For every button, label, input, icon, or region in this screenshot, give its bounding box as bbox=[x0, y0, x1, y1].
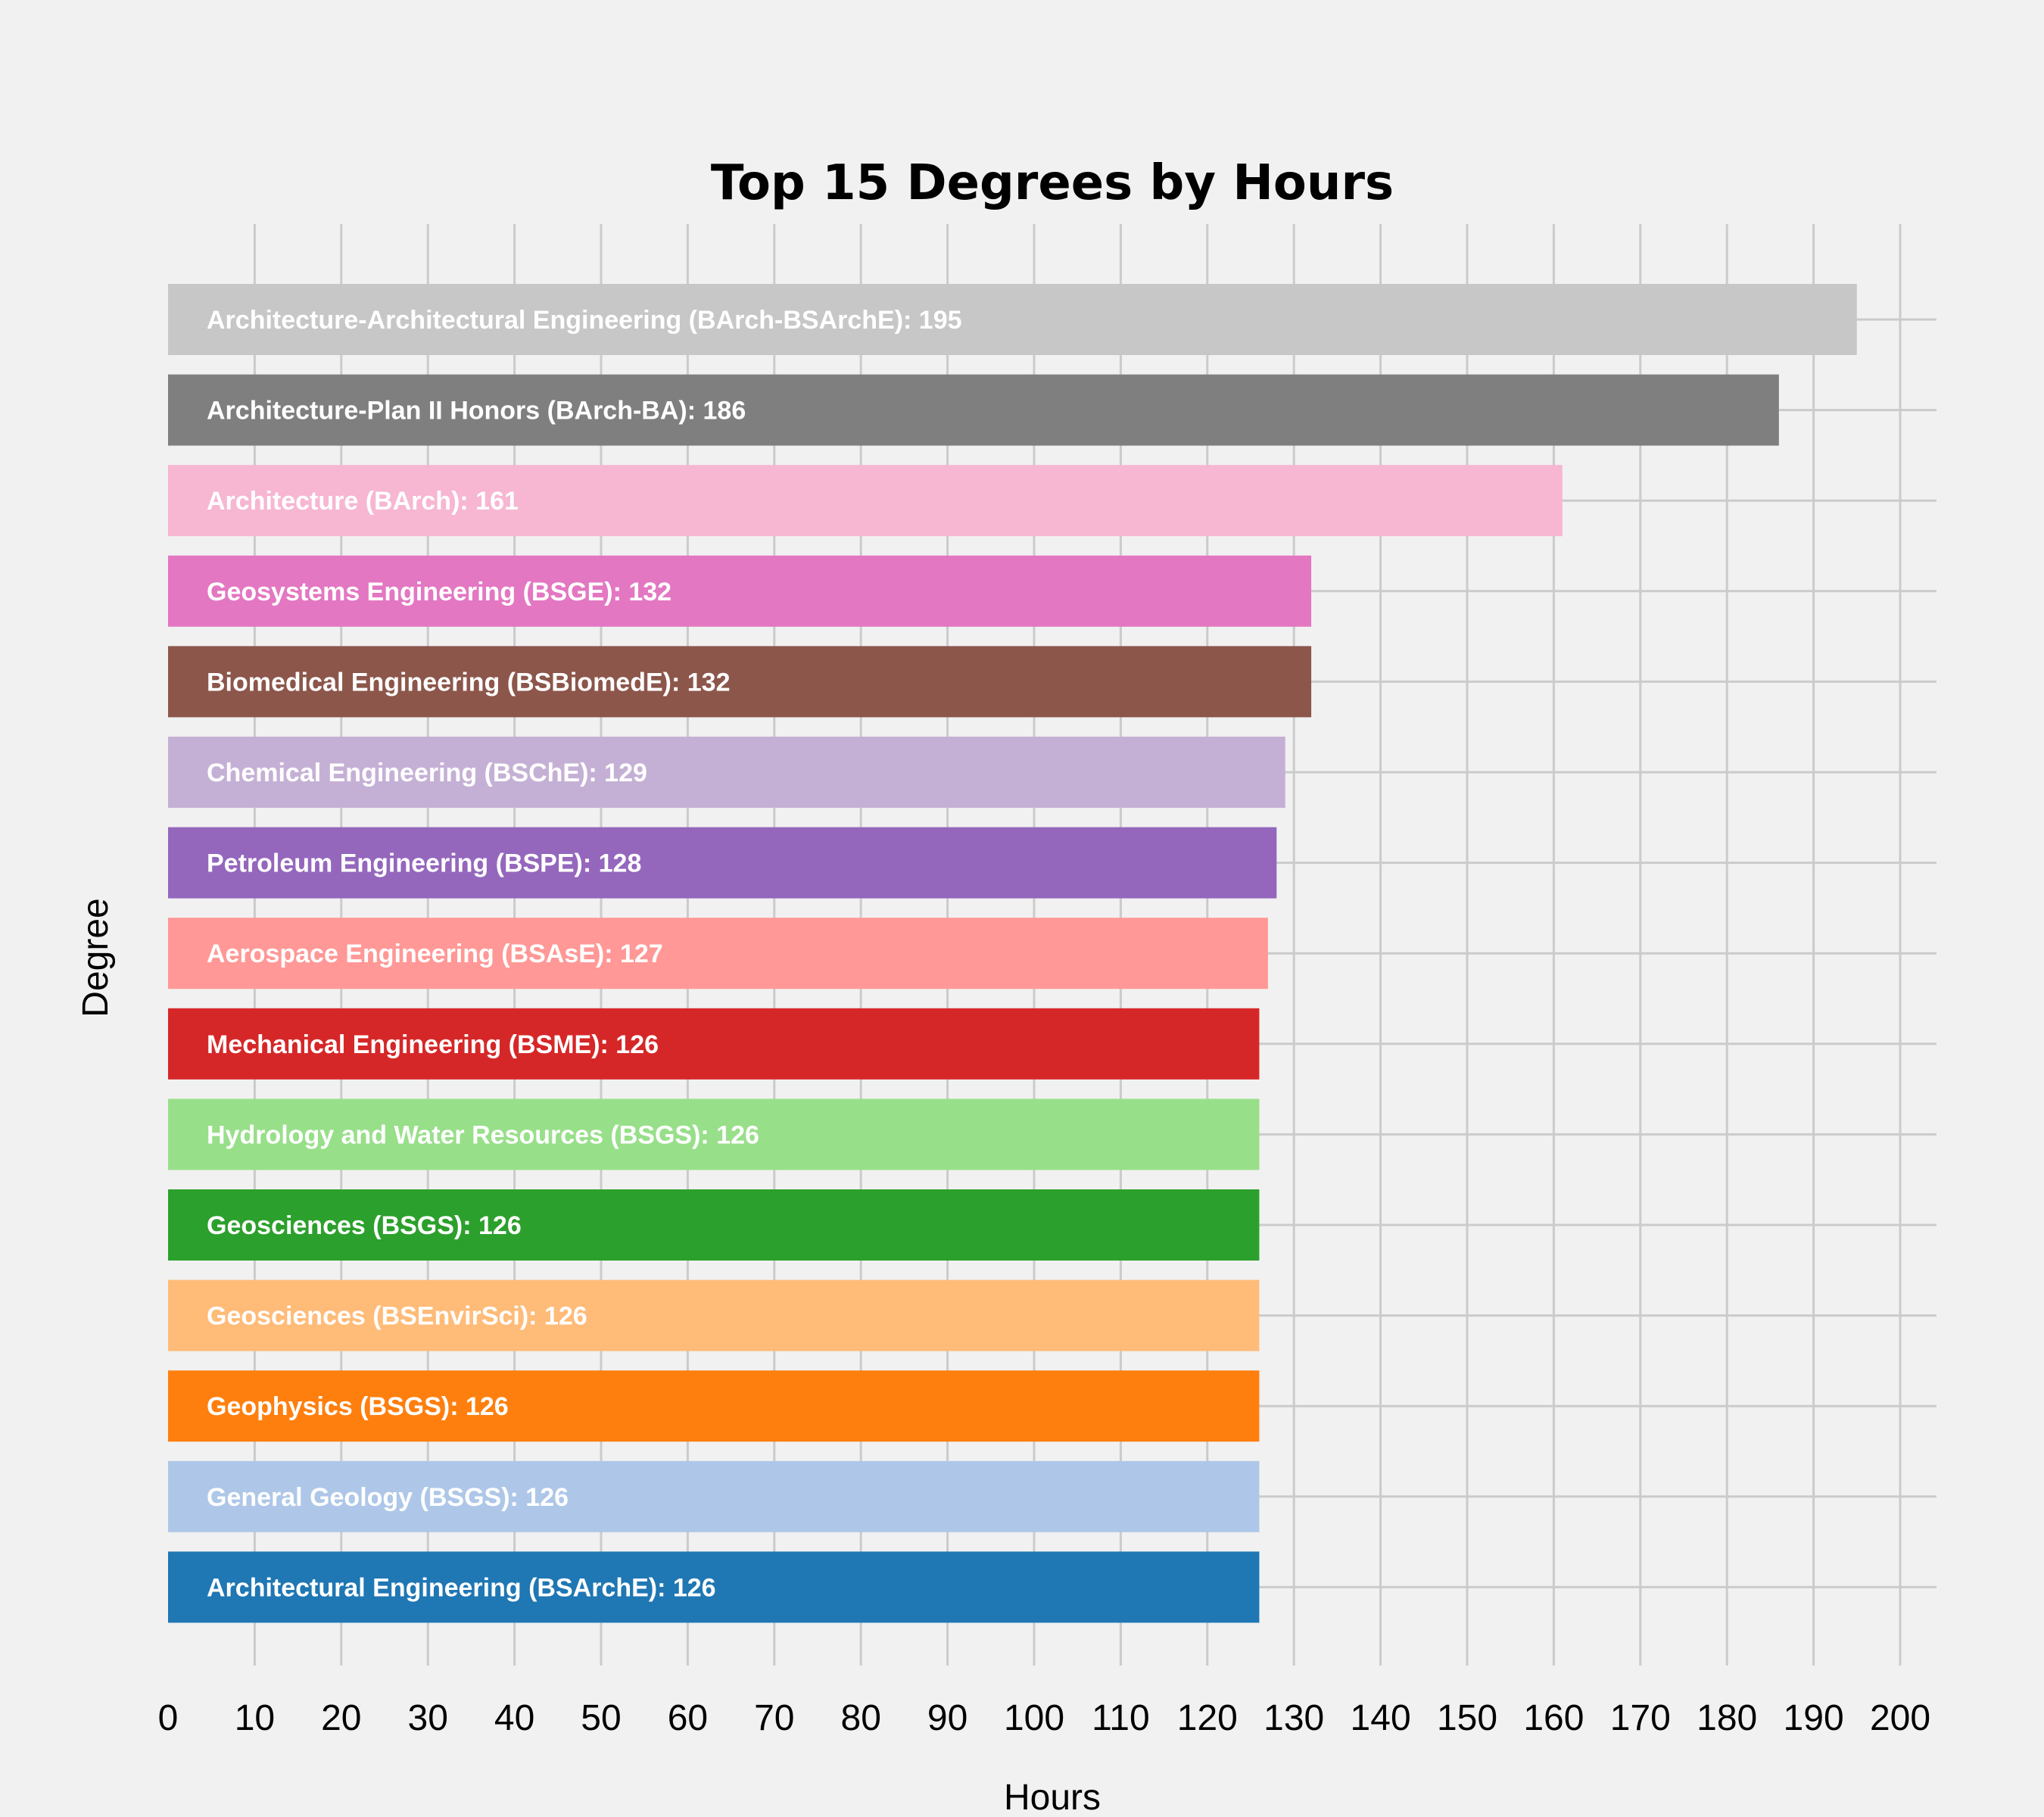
bar-data-label: Architecture (BArch): 161 bbox=[207, 487, 519, 516]
bar-data-label: Chemical Engineering (BSChE): 129 bbox=[207, 759, 647, 787]
bar-data-label: Geosciences (BSGS): 126 bbox=[207, 1211, 522, 1240]
bar-data-label: Geosciences (BSEnvirSci): 126 bbox=[207, 1302, 587, 1331]
bar bbox=[168, 555, 1312, 627]
bar-data-label: Mechanical Engineering (BSME): 126 bbox=[207, 1030, 659, 1059]
bar bbox=[168, 1099, 1260, 1170]
x-tick-label: 150 bbox=[1437, 1698, 1497, 1738]
bar bbox=[168, 1189, 1260, 1261]
x-tick-label: 140 bbox=[1351, 1698, 1411, 1738]
x-tick-label: 30 bbox=[408, 1698, 448, 1738]
x-tick-label: 100 bbox=[1004, 1698, 1064, 1738]
bar bbox=[168, 465, 1563, 537]
bar bbox=[168, 737, 1285, 808]
bar-data-label: Architecture-Architectural Engineering (… bbox=[207, 306, 962, 335]
bar-data-label: Petroleum Engineering (BSPE): 128 bbox=[207, 849, 641, 878]
bar bbox=[168, 1370, 1260, 1442]
x-tick-label: 50 bbox=[581, 1698, 621, 1738]
bar bbox=[168, 1460, 1260, 1532]
bar-labels: Architecture-Architectural Engineering (… bbox=[207, 306, 962, 1602]
bar bbox=[168, 646, 1312, 718]
bar-data-label: Aerospace Engineering (BSAsE): 127 bbox=[207, 940, 663, 968]
x-tick-label: 160 bbox=[1523, 1698, 1584, 1738]
x-tick-label: 0 bbox=[158, 1698, 179, 1738]
bar-data-label: Geophysics (BSGS): 126 bbox=[207, 1392, 509, 1421]
x-tick-label: 60 bbox=[668, 1698, 708, 1738]
x-tick-label: 20 bbox=[321, 1698, 361, 1738]
x-tick-label: 90 bbox=[927, 1698, 967, 1738]
bar-data-label: Geosystems Engineering (BSGE): 132 bbox=[207, 578, 671, 606]
bar-data-label: Hydrology and Water Resources (BSGS): 12… bbox=[207, 1120, 759, 1149]
chart-title: Top 15 Degrees by Hours bbox=[711, 155, 1394, 211]
x-tick-label: 120 bbox=[1177, 1698, 1238, 1738]
x-tick-labels: 0 10 20 30 40 50 60 70 80 90 100 110 120 130 140 150 160… bbox=[158, 1698, 1930, 1738]
bar bbox=[168, 1551, 1260, 1623]
x-tick-label: 130 bbox=[1263, 1698, 1324, 1738]
bar-data-label: Architecture-Plan II Honors (BArch-BA): … bbox=[207, 397, 746, 425]
x-tick-label: 180 bbox=[1697, 1698, 1757, 1738]
x-tick-label: 80 bbox=[841, 1698, 881, 1738]
bar-data-label: General Geology (BSGS): 126 bbox=[207, 1483, 569, 1512]
bar bbox=[168, 827, 1277, 899]
bar bbox=[168, 1008, 1260, 1080]
bar-data-label: Architectural Engineering (BSArchE): 126 bbox=[207, 1573, 716, 1602]
x-tick-label: 170 bbox=[1610, 1698, 1671, 1738]
x-tick-label: 70 bbox=[754, 1698, 794, 1738]
x-tick-label: 190 bbox=[1784, 1698, 1844, 1738]
bar bbox=[168, 374, 1779, 446]
bar bbox=[168, 1279, 1260, 1351]
x-tick-label: 10 bbox=[235, 1698, 275, 1738]
bar-data-label: Biomedical Engineering (BSBiomedE): 132 bbox=[207, 668, 730, 697]
bar bbox=[168, 284, 1857, 355]
x-tick-label: 110 bbox=[1092, 1698, 1150, 1738]
bar bbox=[168, 918, 1268, 990]
x-tick-label: 200 bbox=[1870, 1698, 1930, 1738]
bars bbox=[168, 284, 1857, 1623]
x-axis-label: Hours bbox=[1004, 1778, 1101, 1817]
y-axis-label: Degree bbox=[76, 898, 116, 1017]
x-tick-label: 40 bbox=[494, 1698, 534, 1738]
